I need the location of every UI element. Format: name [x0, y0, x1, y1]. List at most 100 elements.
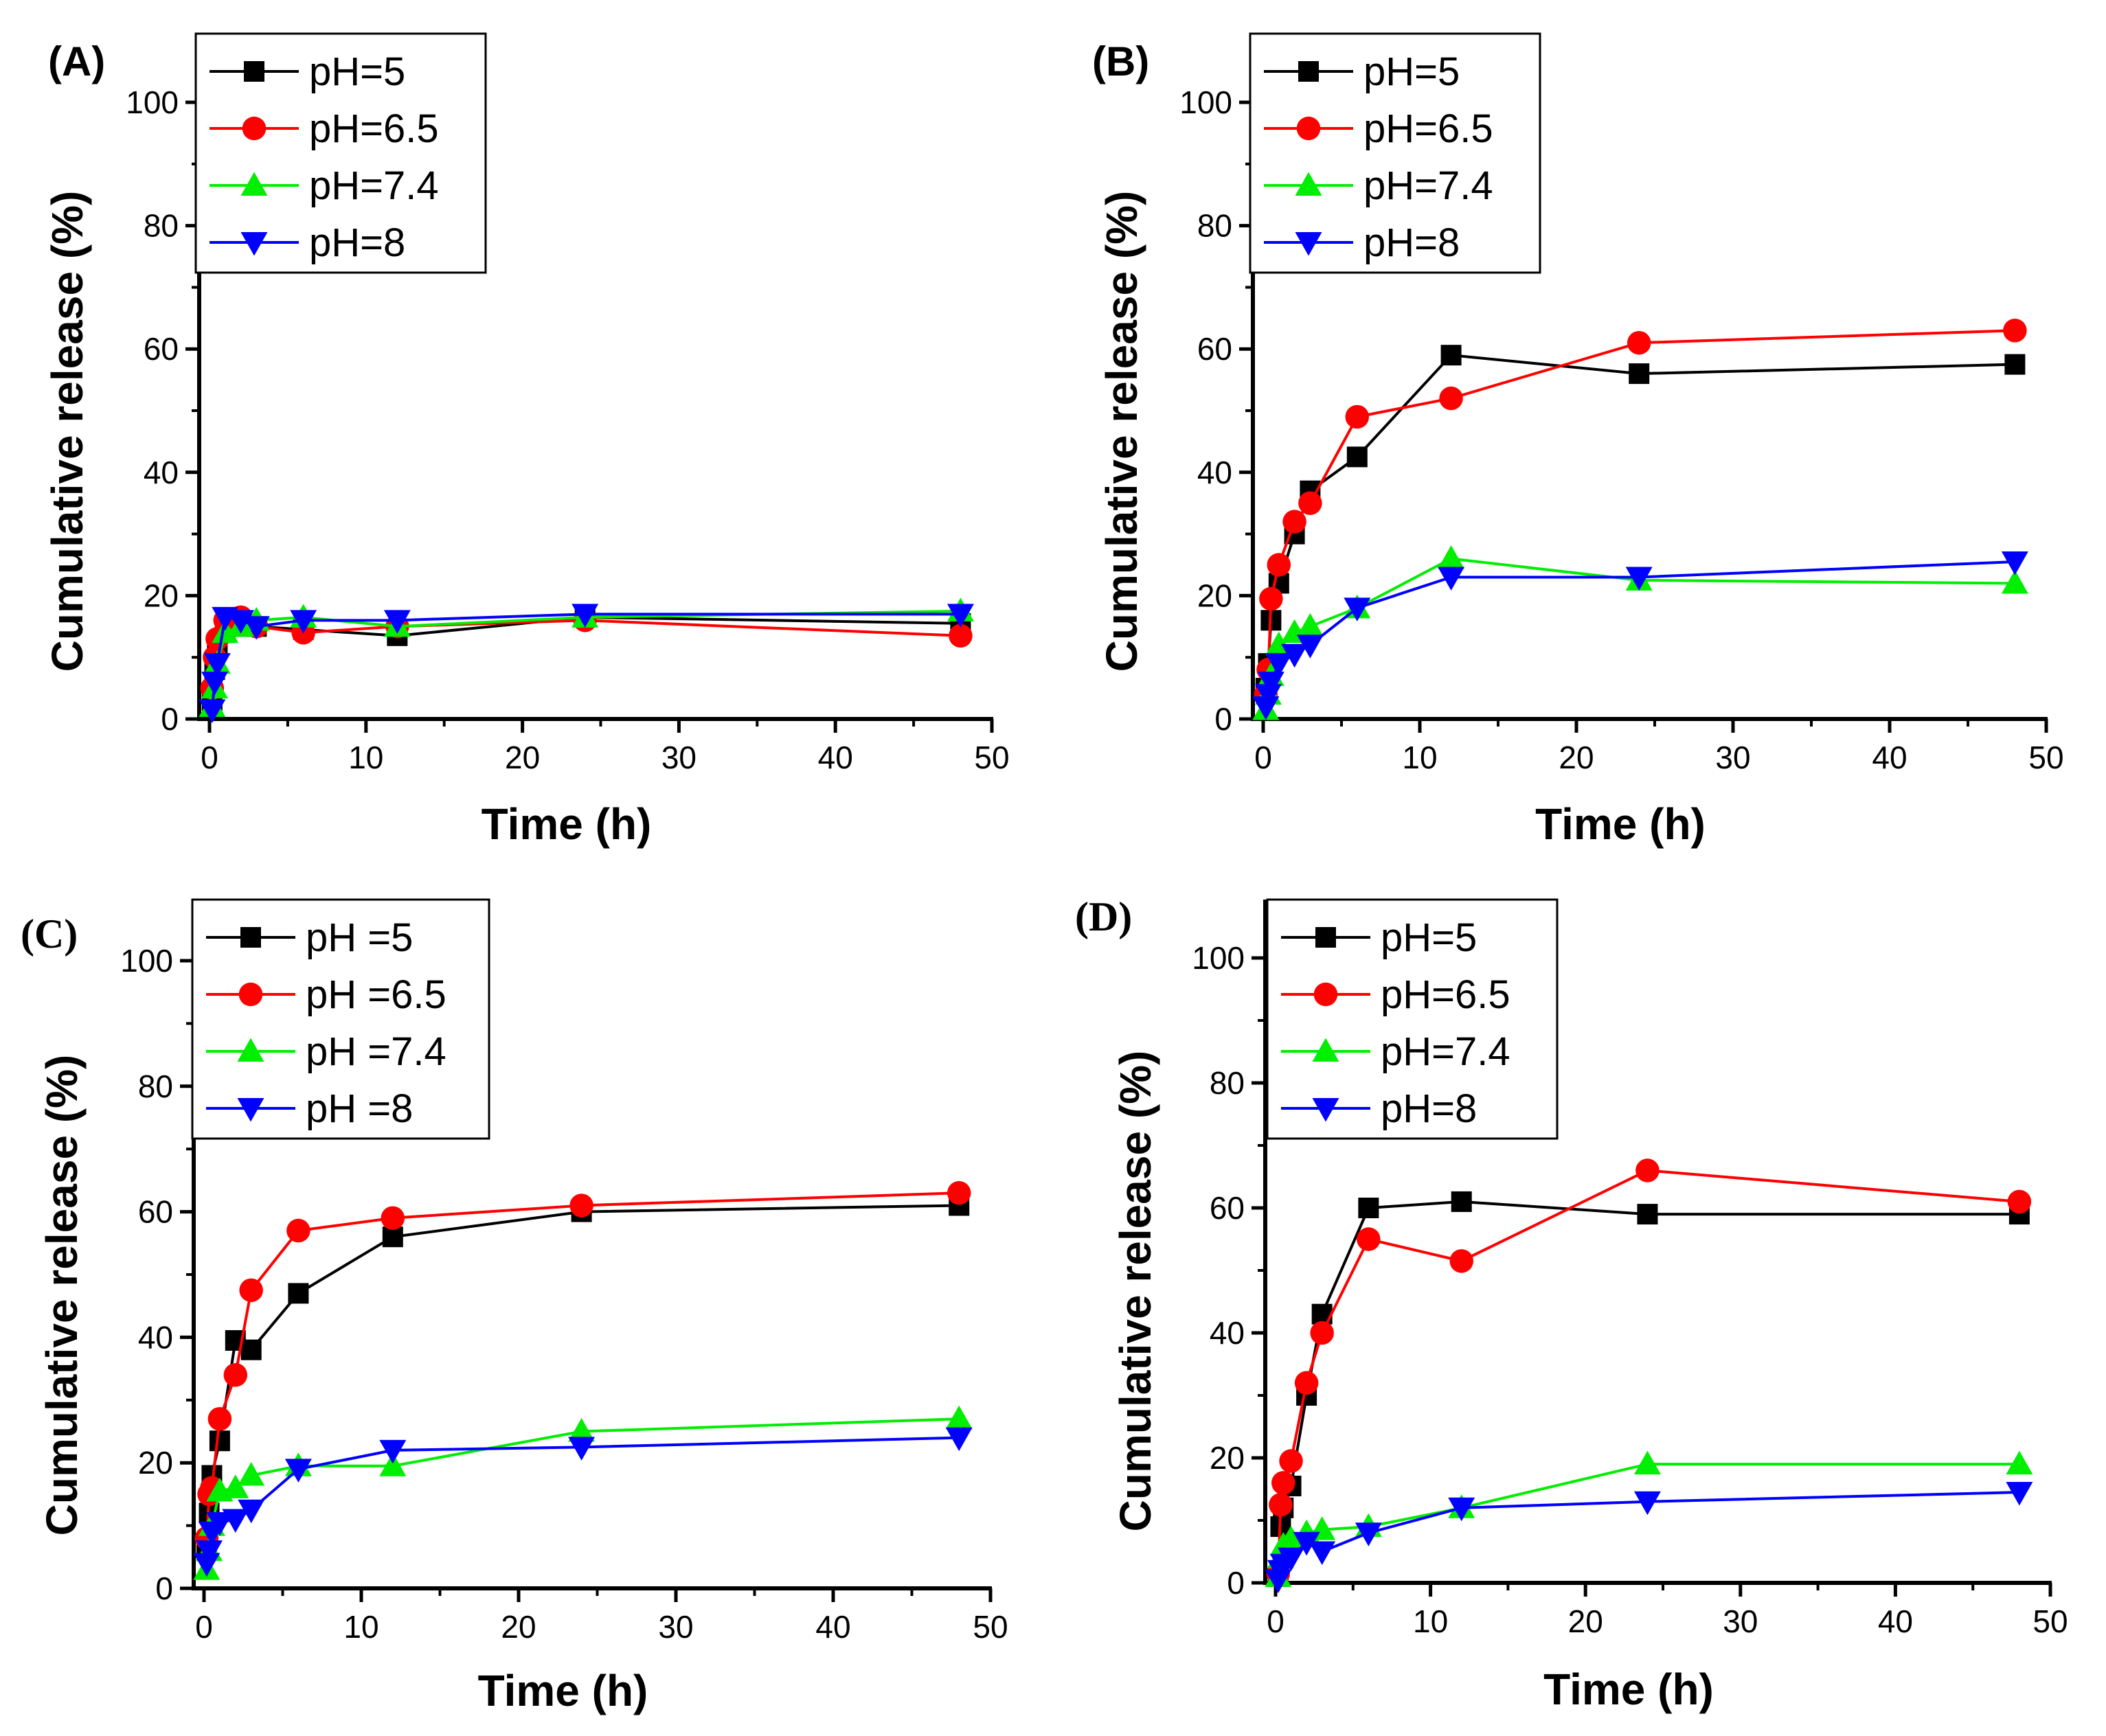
series-triangle-down [1265, 1482, 2033, 1593]
x-tick-label: 40 [1872, 740, 1907, 775]
y-axis-title: Cumulative release (%) [37, 1055, 87, 1536]
data-point [2001, 569, 2028, 594]
data-point [288, 1283, 309, 1304]
data-point [1282, 510, 1306, 534]
x-tick-label: 0 [1254, 740, 1272, 775]
x-tick-label: 0 [1267, 1603, 1284, 1639]
chart-panel-d: 0 10 20 30 40 50 0 20 40 60 80 100 Time (h) Cumulativ… [1075, 894, 2068, 1714]
y-tick-label: 20 [1197, 578, 1232, 613]
data-point [1438, 545, 1465, 569]
data-point [209, 1430, 230, 1452]
data-point [1449, 1249, 1473, 1273]
data-point [199, 699, 226, 724]
data-point [1357, 1227, 1381, 1251]
data-point [1298, 491, 1322, 515]
series-square [1267, 1191, 2030, 1587]
y-tick-label: 80 [1210, 1065, 1245, 1101]
data-point [1344, 597, 1371, 621]
data-point [1355, 1522, 1382, 1546]
data-point [223, 1362, 248, 1387]
data-point [1358, 1198, 1379, 1218]
x-tick-label: 20 [501, 1609, 536, 1645]
data-point [2001, 551, 2028, 575]
data-point [1346, 446, 1368, 468]
data-point [1448, 1497, 1475, 1522]
series-line [205, 1204, 960, 1551]
y-axis-title: Cumulative release (%) [1097, 191, 1146, 672]
legend-marker [1315, 927, 1336, 948]
data-point [1309, 1541, 1336, 1565]
legend-label: pH =7.4 [306, 1029, 446, 1074]
data-point [1438, 567, 1465, 591]
data-point [1278, 1525, 1305, 1550]
data-point [379, 1439, 407, 1464]
x-tick-label: 40 [818, 740, 853, 775]
x-axis-title: Time (h) [482, 799, 652, 849]
y-axis-title: Cumulative release (%) [1111, 1051, 1160, 1532]
panel-label: (A) [48, 38, 105, 84]
series-square [1255, 345, 2026, 699]
y-tick-label: 20 [138, 1445, 173, 1481]
series-triangle-down [193, 1427, 973, 1577]
data-point [568, 1418, 596, 1442]
data-point [203, 653, 231, 677]
x-tick-label: 0 [195, 1609, 213, 1645]
legend-label: pH=8 [309, 220, 405, 265]
legend-marker [1295, 232, 1322, 256]
legend-marker [242, 116, 267, 141]
y-tick-label: 100 [1179, 84, 1232, 120]
series-triangle-down [1252, 551, 2028, 720]
legend-label: pH =5 [306, 915, 413, 960]
data-point [945, 1405, 973, 1430]
y-tick-label: 0 [1214, 701, 1232, 737]
legend-marker [1296, 116, 1321, 141]
y-tick-label: 60 [1210, 1190, 1245, 1226]
series-square [196, 1195, 970, 1562]
legend-label: pH=8 [1381, 1086, 1477, 1131]
data-point [1279, 1449, 1303, 1473]
series-triangle-down [199, 604, 974, 724]
data-point [239, 1278, 263, 1303]
series-line [1276, 1169, 2020, 1574]
x-tick-label: 10 [1402, 740, 1437, 775]
legend-marker [1312, 1098, 1339, 1122]
x-tick-label: 50 [2033, 1603, 2068, 1639]
data-point [206, 1512, 234, 1536]
x-tick-label: 10 [343, 1609, 378, 1645]
x-axis-title: Time (h) [1535, 799, 1706, 849]
legend-label: pH=8 [1363, 220, 1460, 265]
chart-panel-c: 0 10 20 30 40 50 0 20 40 60 80 100 Time (h) Cumulativ… [21, 898, 1008, 1715]
x-tick-label: 30 [1723, 1603, 1758, 1639]
data-point [1633, 1450, 1661, 1475]
legend-label: pH=6.5 [1381, 972, 1510, 1017]
legend-marker [1298, 61, 1319, 82]
data-point [242, 616, 270, 640]
data-point [196, 1540, 223, 1564]
x-tick-label: 10 [1413, 1603, 1448, 1639]
legend-label: pH=5 [309, 49, 405, 94]
panel-label: (D) [1075, 894, 1132, 939]
data-point [1439, 386, 1463, 411]
data-point [568, 1437, 596, 1461]
data-point [1278, 1547, 1305, 1572]
series-triangle-up [1265, 1450, 2033, 1587]
y-tick-label: 80 [144, 208, 179, 244]
data-point [1281, 643, 1309, 668]
data-point [1440, 345, 1462, 366]
series-line [1264, 329, 2015, 695]
legend-label: pH=5 [1363, 49, 1460, 94]
panel-label: (C) [21, 911, 78, 957]
data-point [1629, 363, 1650, 385]
data-point [2003, 319, 2027, 343]
x-tick-label: 30 [658, 1609, 693, 1645]
data-point [193, 1553, 220, 1577]
data-point [1294, 1371, 1319, 1395]
legend: pH =5 pH =6.5 pH =7.4 pH =8 [191, 898, 490, 1140]
series-line [205, 1191, 960, 1538]
legend-label: pH=5 [1381, 915, 1477, 960]
x-axis-title: Time (h) [478, 1666, 648, 1715]
legend-label: pH =6.5 [306, 972, 446, 1017]
y-tick-label: 60 [144, 331, 179, 367]
data-point [1259, 586, 1283, 611]
data-point [201, 672, 229, 696]
